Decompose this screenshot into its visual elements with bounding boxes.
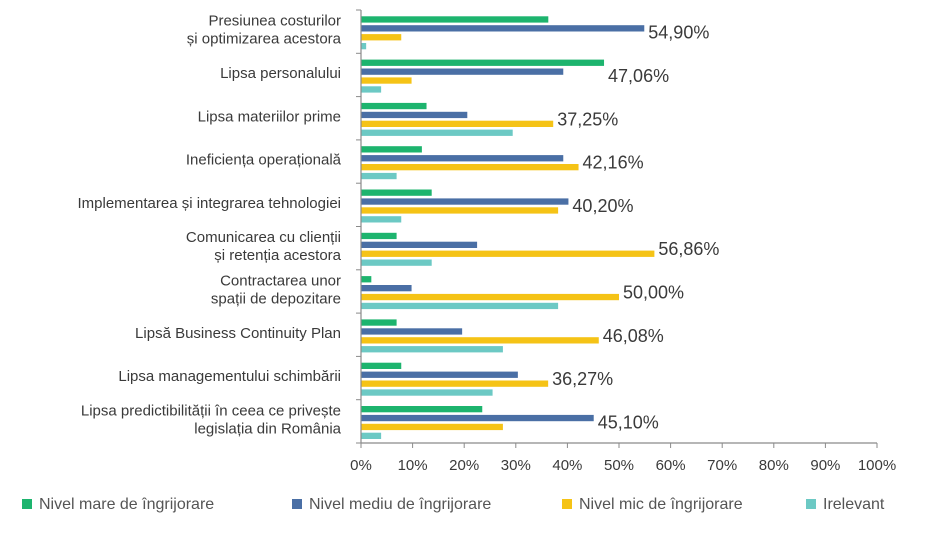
- x-tick-label: 10%: [398, 457, 428, 474]
- legend-swatch-1: [22, 499, 32, 509]
- bar-3-series-3: [361, 120, 554, 127]
- bar-10-series-2: [361, 414, 594, 422]
- bar-8-series-4: [361, 346, 503, 353]
- bar-2-series-3: [361, 77, 412, 84]
- bar-5-series-1: [361, 189, 432, 196]
- bar-7-series-3: [361, 293, 619, 301]
- data-label-8: 46,08%: [603, 326, 664, 346]
- data-label-7: 50,00%: [623, 282, 684, 302]
- category-label-10-line-1: Lipsa predictibilității în ceea ce prive…: [81, 402, 341, 419]
- data-label-2: 47,06%: [608, 66, 669, 86]
- bar-8-series-2: [361, 328, 463, 335]
- data-label-5: 40,20%: [572, 196, 633, 216]
- data-label-1: 54,90%: [648, 23, 709, 43]
- category-label-6-line-1: Comunicarea cu clienții: [186, 229, 341, 246]
- x-tick-label: 70%: [707, 457, 737, 474]
- bar-6-series-1: [361, 232, 397, 240]
- x-tick-label: 60%: [656, 457, 686, 474]
- data-label-3: 37,25%: [557, 109, 618, 129]
- bar-2-series-1: [361, 59, 605, 66]
- category-label-7-line-2: spații de depozitare: [211, 290, 341, 307]
- bar-2-series-2: [361, 68, 564, 75]
- bar-1-series-2: [361, 25, 645, 32]
- bar-7-series-2: [361, 285, 412, 292]
- bar-5-series-4: [361, 216, 402, 223]
- legend-label-4: Irelevant: [823, 496, 885, 513]
- bar-9-series-1: [361, 362, 402, 369]
- bar-7-series-4: [361, 302, 559, 310]
- category-label-6-line-2: și retenția acestora: [214, 247, 341, 264]
- bar-3-series-1: [361, 102, 427, 110]
- bar-9-series-3: [361, 380, 549, 387]
- data-label-6: 56,86%: [658, 239, 719, 259]
- bar-3-series-2: [361, 111, 468, 119]
- bar-8-series-1: [361, 319, 397, 326]
- bar-1-series-3: [361, 34, 402, 41]
- x-tick-label: 90%: [810, 457, 840, 474]
- bar-7-series-1: [361, 276, 372, 283]
- bar-6-series-2: [361, 241, 478, 248]
- category-label-10-line-2: legislația din România: [194, 420, 341, 437]
- bar-2-series-4: [361, 86, 382, 93]
- category-label-1-line-1: Presiunea costurilor: [208, 13, 341, 30]
- data-labels: 54,90% 47,06% 37,25% 42,16% 40,20% 56,86% 50,0…: [552, 23, 719, 433]
- bar-5-series-3: [361, 207, 559, 214]
- bar-9-series-4: [361, 389, 493, 396]
- bar-5-series-2: [361, 198, 569, 205]
- bar-6-series-4: [361, 259, 432, 266]
- bar-10-series-1: [361, 406, 483, 413]
- bar-1-series-4: [361, 43, 367, 50]
- bar-6-series-3: [361, 250, 655, 257]
- x-tick-label: 30%: [501, 457, 531, 474]
- bar-8-series-3: [361, 337, 599, 344]
- bar-1-series-1: [361, 16, 549, 23]
- category-label-5-line-1: Implementarea și integrarea tehnologiei: [78, 195, 342, 212]
- bar-9-series-2: [361, 371, 518, 378]
- category-label-8-line-1: Lipsă Business Continuity Plan: [135, 325, 341, 342]
- category-label-2-line-1: Lipsa personalului: [220, 65, 341, 82]
- data-label-10: 45,10%: [598, 412, 659, 432]
- bar-4-series-2: [361, 155, 564, 162]
- legend: Nivel mare de îngrijorare Nivel mediu de …: [22, 496, 885, 513]
- x-tick-label: 40%: [552, 457, 582, 474]
- category-label-9-line-1: Lipsa managementului schimbării: [118, 368, 341, 385]
- x-tick-label: 100%: [858, 457, 896, 474]
- legend-label-2: Nivel mediu de îngrijorare: [309, 496, 491, 513]
- legend-label-1: Nivel mare de îngrijorare: [39, 496, 214, 513]
- x-tick-label: 80%: [759, 457, 789, 474]
- legend-label-3: Nivel mic de îngrijorare: [579, 496, 743, 513]
- data-label-9: 36,27%: [552, 369, 613, 389]
- axes-group: [356, 9, 878, 448]
- bar-10-series-4: [361, 432, 382, 439]
- bar-4-series-3: [361, 164, 579, 171]
- bar-4-series-1: [361, 146, 422, 153]
- category-label-4-line-1: Ineficiența operațională: [186, 152, 342, 169]
- bar-4-series-4: [361, 172, 397, 180]
- legend-swatch-2: [292, 499, 302, 509]
- category-label-3-line-1: Lipsa materiilor prime: [198, 108, 341, 125]
- category-label-1-line-2: și optimizarea acestora: [187, 31, 342, 48]
- bars-group: [361, 16, 655, 439]
- legend-swatch-3: [562, 499, 572, 509]
- x-tick-label: 20%: [449, 457, 479, 474]
- category-label-7-line-1: Contractarea unor: [220, 272, 341, 289]
- bar-10-series-3: [361, 423, 503, 431]
- data-label-4: 42,16%: [583, 153, 644, 173]
- x-tick-label: 50%: [604, 457, 634, 474]
- legend-swatch-4: [806, 499, 816, 509]
- x-tick-labels: 0% 10% 20% 30% 40% 50% 60% 70% 80% 90% 100%: [350, 457, 896, 474]
- x-tick-label: 0%: [350, 457, 372, 474]
- bar-3-series-4: [361, 129, 513, 136]
